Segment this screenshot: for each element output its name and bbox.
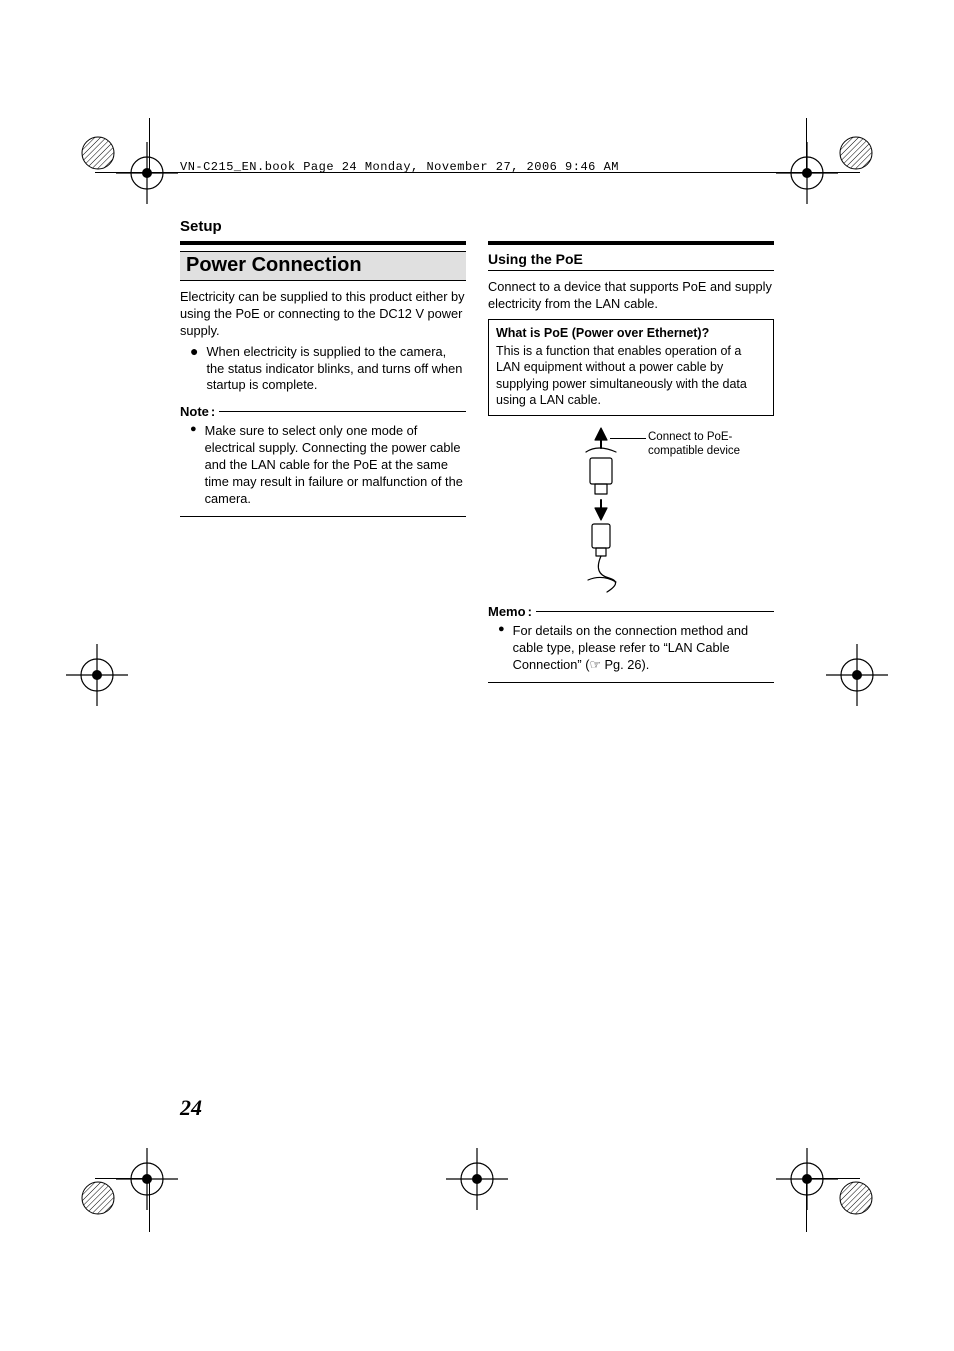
note-text: Make sure to select only one mode of ele…: [205, 423, 466, 507]
print-ball-icon: [838, 135, 874, 171]
list-item: ● When electricity is supplied to the ca…: [190, 344, 466, 395]
registration-mark-icon: [772, 138, 842, 208]
registration-mark-icon: [112, 138, 182, 208]
header-rule: [148, 172, 808, 173]
print-ball-icon: [80, 135, 116, 171]
info-box-title: What is PoE (Power over Ethernet)?: [496, 325, 766, 341]
list-item: ● For details on the connection method a…: [498, 623, 774, 674]
thick-rule: [488, 241, 774, 245]
note-rule: [219, 411, 466, 412]
registration-mark-icon: [112, 1144, 182, 1214]
note-label: Note: [180, 404, 209, 419]
registration-mark-icon: [772, 1144, 842, 1214]
memo-rule: [536, 611, 774, 612]
left-column: Power Connection Electricity can be supp…: [180, 241, 466, 683]
memo-label: Memo: [488, 604, 526, 619]
info-box: What is PoE (Power over Ethernet)? This …: [488, 319, 774, 416]
title-bar: Power Connection: [180, 251, 466, 281]
registration-mark-icon: [62, 640, 132, 710]
colon: :: [528, 604, 532, 619]
subheading: Using the PoE: [488, 251, 774, 271]
figure-label: Connect to PoE-compatible device: [648, 430, 768, 459]
registration-mark-icon: [442, 1144, 512, 1214]
print-ball-icon: [838, 1180, 874, 1216]
bullet-icon: ●: [498, 623, 505, 674]
memo-text: For details on the connection method and…: [513, 623, 774, 674]
bullet-text: When electricity is supplied to the came…: [206, 344, 466, 395]
thick-rule: [180, 241, 466, 245]
page: VN-C215_EN.book Page 24 Monday, November…: [0, 0, 954, 1351]
right-column: Using the PoE Connect to a device that s…: [488, 241, 774, 683]
intro-text: Electricity can be supplied to this prod…: [180, 289, 466, 340]
memo-heading: Memo :: [488, 604, 774, 619]
figure-poe-cable: Connect to PoE-compatible device: [488, 424, 774, 594]
print-ball-icon: [80, 1180, 116, 1216]
memo-bottom-rule: [488, 682, 774, 683]
note-bottom-rule: [180, 516, 466, 517]
colon: :: [211, 404, 215, 419]
content-area: Setup Power Connection Electricity can b…: [180, 218, 774, 683]
registration-mark-icon: [822, 640, 892, 710]
info-box-body: This is a function that enables operatio…: [496, 343, 766, 408]
page-number: 24: [180, 1095, 202, 1121]
intro-text: Connect to a device that supports PoE an…: [488, 279, 774, 313]
bullet-icon: ●: [190, 344, 198, 395]
section-label: Setup: [180, 218, 774, 235]
bullet-icon: ●: [190, 423, 197, 507]
list-item: ● Make sure to select only one mode of e…: [190, 423, 466, 507]
leader-line: [610, 438, 646, 439]
page-title: Power Connection: [186, 254, 460, 277]
note-heading: Note :: [180, 404, 466, 419]
